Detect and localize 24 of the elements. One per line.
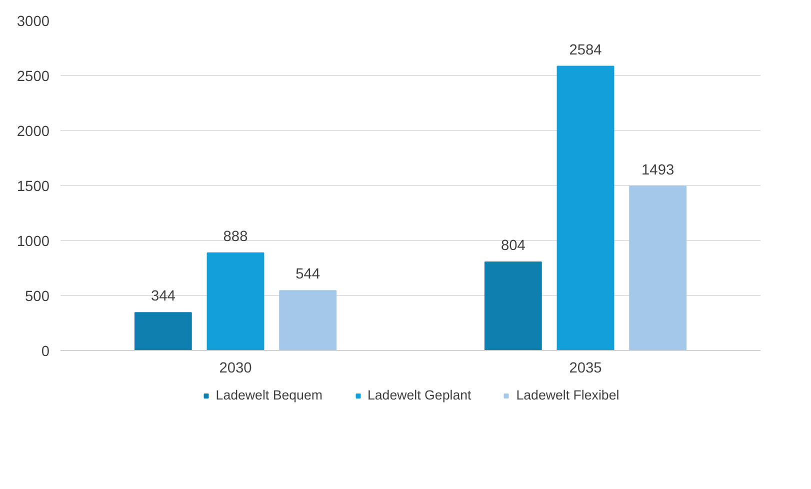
data-label: 804 xyxy=(500,238,526,254)
legend-label: Ladewelt Geplant xyxy=(367,388,472,402)
bar xyxy=(556,66,614,350)
y-tick-label: 0 xyxy=(41,344,50,360)
bar xyxy=(629,186,687,350)
bar xyxy=(206,252,264,350)
y-tick-label: 1500 xyxy=(16,179,50,195)
y-tick-label: 1000 xyxy=(16,234,50,250)
x-tick-label: 2035 xyxy=(569,360,602,376)
data-label: 888 xyxy=(223,228,248,245)
data-label: 1493 xyxy=(642,162,674,178)
data-label: 344 xyxy=(150,288,176,305)
y-tick-label: 2500 xyxy=(16,69,50,85)
bar xyxy=(134,312,192,350)
x-tick-label: 2030 xyxy=(219,360,252,376)
y-tick-label: 3000 xyxy=(16,14,50,30)
bar xyxy=(484,262,542,350)
y-tick-label: 500 xyxy=(25,289,50,305)
data-label: 2584 xyxy=(569,42,602,58)
y-tick-label: 2000 xyxy=(16,124,50,140)
data-label: 544 xyxy=(296,266,320,283)
legend-label: Ladewelt Flexibel xyxy=(516,388,620,402)
bar xyxy=(279,290,337,350)
legend-label: Ladewelt Bequem xyxy=(216,388,322,402)
